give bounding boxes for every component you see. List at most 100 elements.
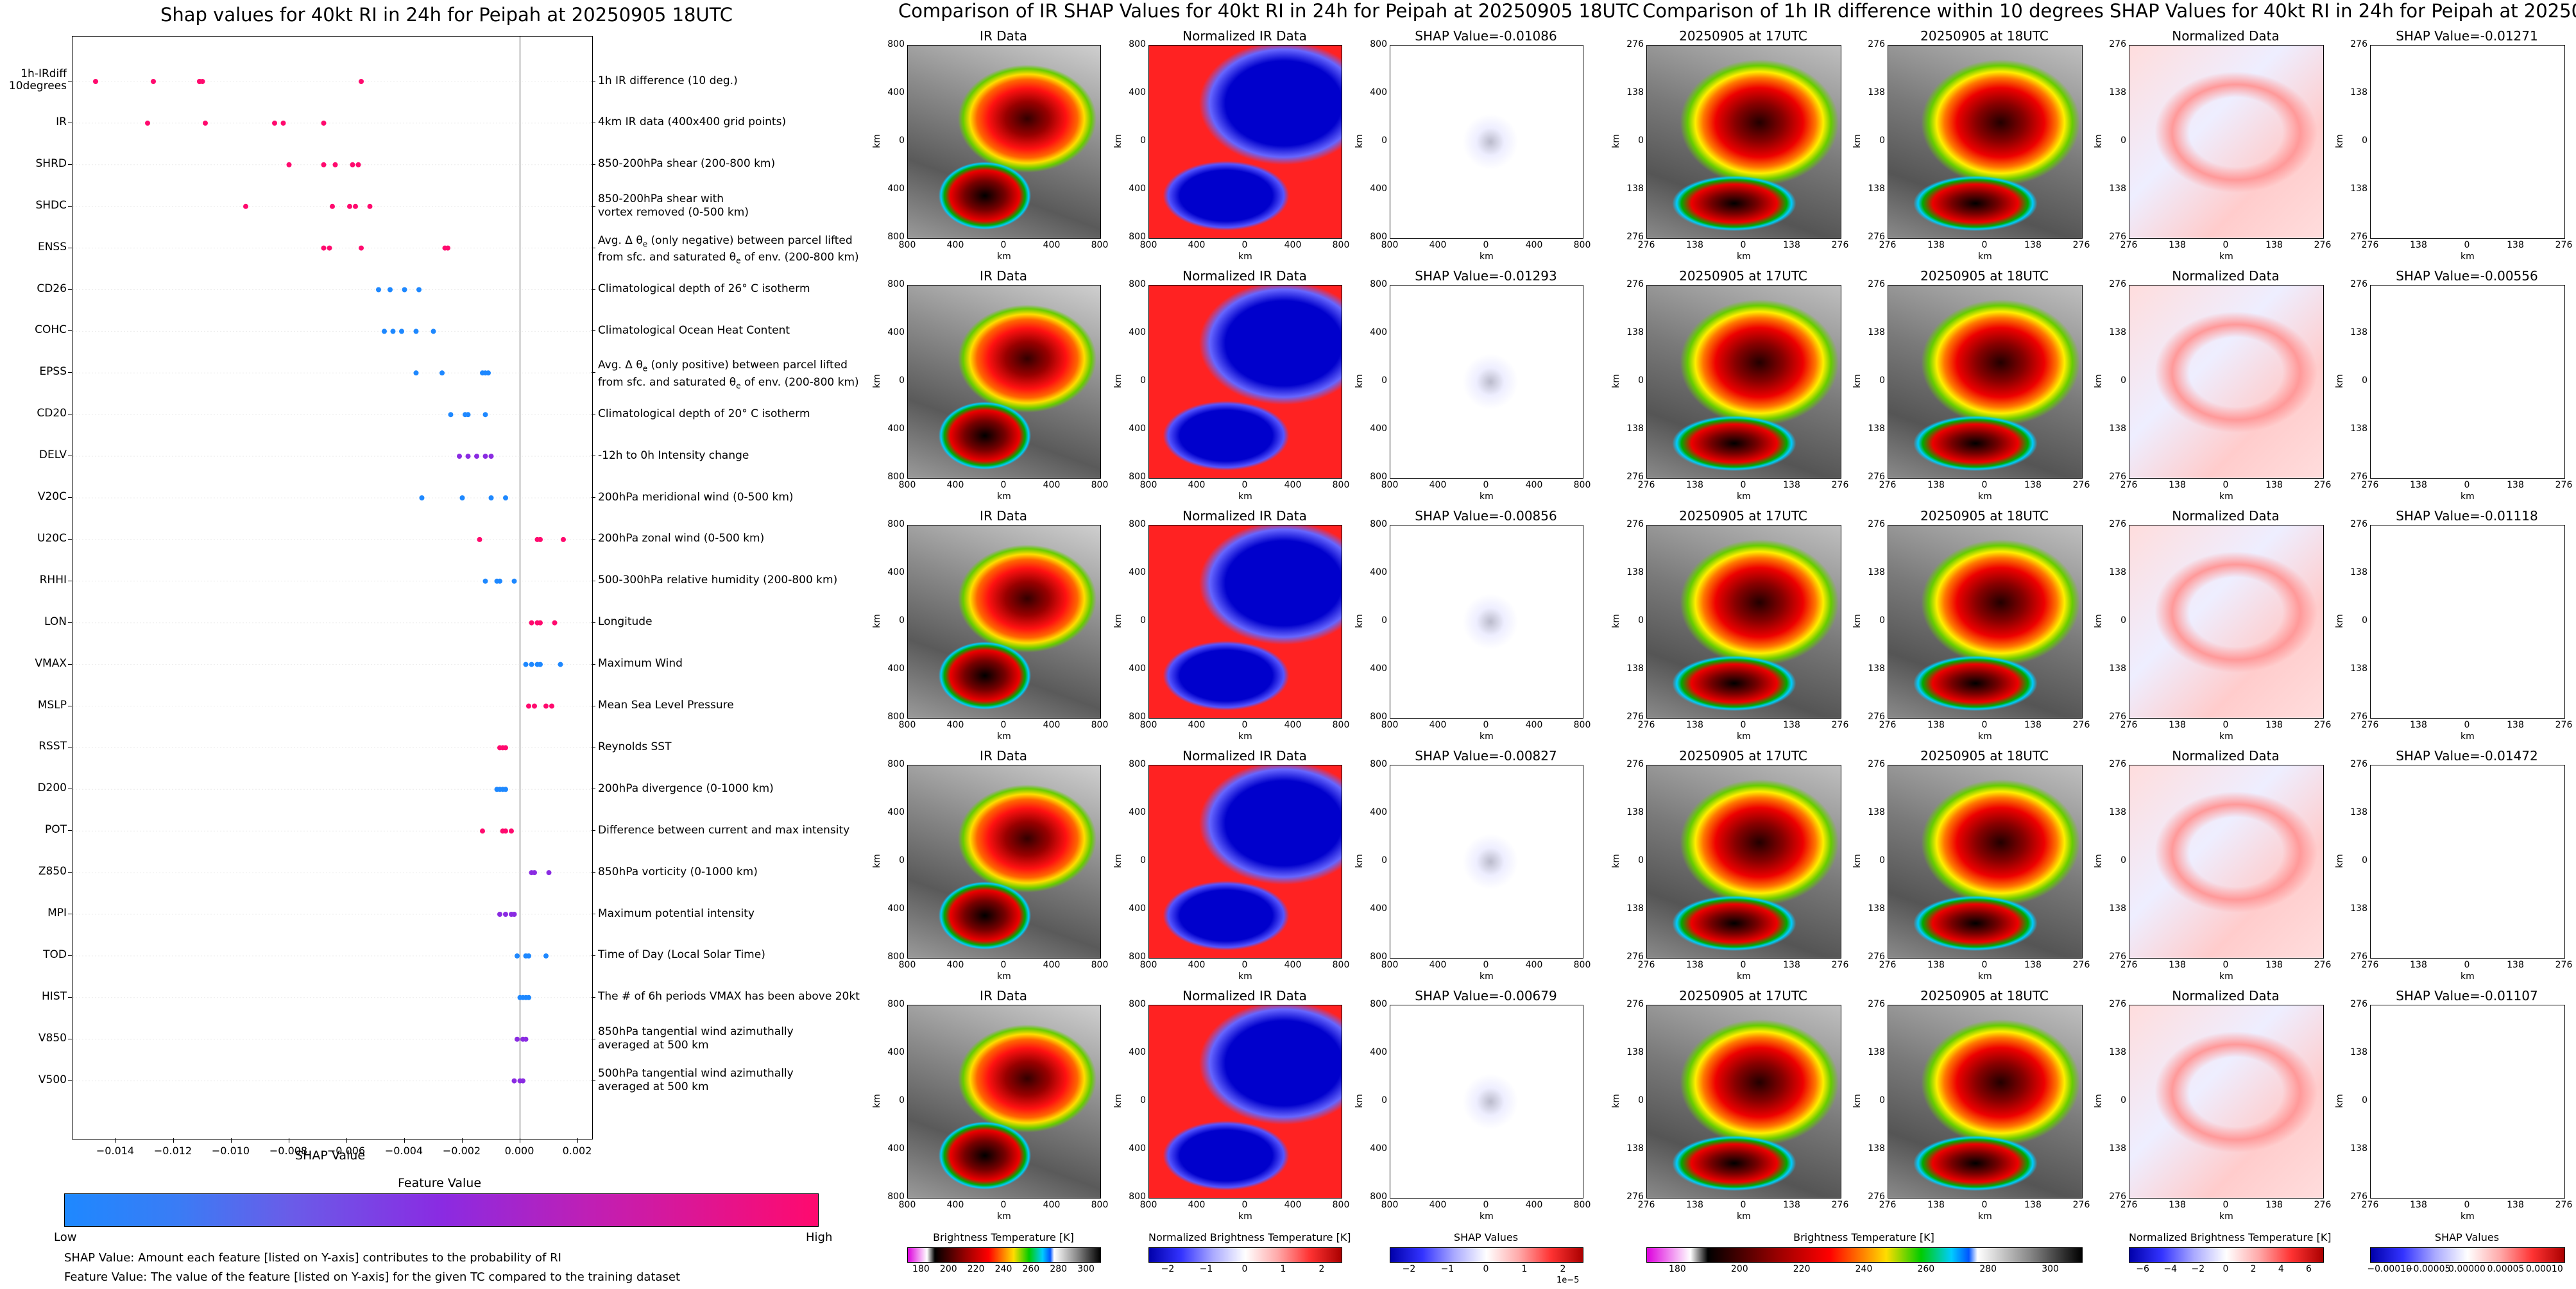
shap-point-v850	[523, 1036, 529, 1042]
feature-label: RSST	[38, 740, 67, 753]
panel-x-tick: 0	[1000, 960, 1007, 970]
colorbar-label: Normalized Brightness Temperature [K]	[2129, 1231, 2332, 1243]
shap-point-vmax	[529, 662, 534, 667]
panel-y-tick: 276	[2109, 952, 2126, 962]
panel-x-tick: 138	[2024, 720, 2042, 730]
panel-y-label: km	[2093, 134, 2104, 148]
shap-point-delv	[465, 454, 471, 459]
shap-point-1h-irdiff	[151, 79, 156, 84]
panel-y-tick: 138	[2109, 903, 2126, 914]
panel-y-tick: 400	[887, 423, 905, 434]
panel-y-tick: 0	[2362, 855, 2367, 866]
panel-y-tick: 0	[1140, 135, 1146, 146]
colorbar-shap1	[1390, 1247, 1583, 1263]
panel-y-tick: 800	[1129, 279, 1146, 289]
panel-y-tick: 800	[887, 712, 905, 722]
panel-x-tick: 276	[2361, 480, 2379, 490]
shap-point-epss	[486, 370, 491, 376]
panel-y-tick: 800	[1129, 232, 1146, 242]
panel-y-tick: 138	[1868, 807, 1885, 817]
row-tick	[592, 996, 595, 998]
panel-x-tick: 400	[1429, 960, 1447, 970]
panel-title: SHAP Value=-0.01271	[2396, 28, 2538, 44]
panel-x-tick: 276	[1831, 240, 1849, 250]
panel-y-label: km	[1113, 374, 1123, 388]
panel-y-tick: 0	[2120, 135, 2126, 146]
shap-point-tod	[526, 953, 531, 959]
shap-point-shdc	[347, 203, 352, 209]
colorbar-tick: −2	[1402, 1264, 1416, 1274]
panel-y-tick: 800	[1129, 759, 1146, 769]
panel-y-tick: 800	[1129, 999, 1146, 1009]
panel-title: SHAP Value=-0.00827	[1415, 748, 1557, 764]
panel-x-label: km	[2219, 252, 2233, 262]
panel-x-tick: 276	[1637, 720, 1655, 730]
panel-title: 20250905 at 17UTC	[1679, 28, 1807, 44]
panel-y-tick: 400	[1129, 903, 1146, 914]
shap-point-cd26	[402, 287, 407, 293]
panel-title: 20250905 at 17UTC	[1679, 508, 1807, 524]
panel-x-tick: 276	[2361, 720, 2379, 730]
panel-x-tick: 400	[1284, 480, 1302, 490]
x-tick-label: 0.000	[504, 1145, 534, 1157]
row-tick	[68, 830, 72, 832]
panel-x-tick: 138	[2410, 1200, 2427, 1210]
panel-y-tick: 138	[1626, 1143, 1644, 1154]
panel-y-tick: 276	[2109, 712, 2126, 722]
panel-y-tick: 138	[1626, 423, 1644, 434]
panel-x-tick: 138	[1686, 1200, 1703, 1210]
panel-x-tick: 0	[1241, 240, 1248, 250]
colorbar-tick: −6	[2136, 1264, 2149, 1274]
panel-x-tick: 0	[1981, 240, 1988, 250]
feature-label: CD26	[37, 282, 67, 295]
panel-x-label: km	[1480, 731, 1494, 742]
panel-x-tick: 276	[1879, 960, 1897, 970]
panel-x-tick: 276	[2555, 480, 2573, 490]
panel-title: Normalized IR Data	[1182, 28, 1307, 44]
panel-x-label: km	[1978, 491, 1992, 502]
shap-point-delv	[474, 454, 479, 459]
shap-point-pot	[509, 828, 514, 834]
panel-y-tick: 0	[1381, 1095, 1387, 1105]
panel-x-label: km	[1737, 252, 1751, 262]
panel-x-tick: 800	[1091, 1200, 1109, 1210]
feature-description: 850hPa vorticity (0-1000 km)	[598, 865, 758, 878]
panel-y-label: km	[1354, 854, 1365, 868]
panel-x-label: km	[1978, 252, 1992, 262]
shap-point-d200	[503, 787, 508, 792]
panel-x-tick: 138	[2507, 720, 2524, 730]
image-panel-shapmid	[1390, 1005, 1583, 1199]
image-panel-ndiff	[2129, 285, 2324, 479]
image-panel-shapright	[2370, 765, 2565, 959]
image-panel-bt18	[1888, 285, 2083, 479]
panel-y-tick: 276	[1868, 759, 1885, 769]
shap-point-u20c	[561, 536, 566, 542]
panel-y-tick: 400	[887, 184, 905, 194]
colorbar-tick: 0.00005	[2487, 1264, 2525, 1274]
shap-note: SHAP Value: Amount each feature [listed …	[64, 1251, 561, 1265]
image-panel-shapright	[2370, 45, 2565, 239]
panel-x-tick: 800	[1381, 960, 1399, 970]
row-tick	[68, 205, 72, 207]
panel-x-tick: 800	[898, 960, 916, 970]
row-tick	[68, 663, 72, 665]
colorbar-tick: 6	[2305, 1264, 2312, 1274]
shap-x-axis-label: SHAP Value	[295, 1148, 366, 1163]
panel-y-tick: 138	[2109, 327, 2126, 337]
feature-description: 4km IR data (400x400 grid points)	[598, 115, 787, 129]
panel-y-tick: 276	[2350, 519, 2367, 529]
panel-y-tick: 138	[1626, 567, 1644, 577]
panel-y-tick: 0	[899, 615, 905, 626]
colorbar-shap2	[2370, 1247, 2565, 1263]
panel-y-tick: 276	[1626, 232, 1644, 242]
panel-x-label: km	[2219, 1211, 2233, 1222]
colorbar-nbt2	[2129, 1247, 2324, 1263]
x-tick-label: 0.002	[562, 1145, 592, 1157]
panel-y-tick: 138	[1868, 663, 1885, 674]
panel-x-tick: 800	[1091, 960, 1109, 970]
panel-x-tick: 400	[1284, 240, 1302, 250]
panel-y-tick: 276	[2109, 519, 2126, 529]
panel-y-label: km	[2334, 1094, 2345, 1108]
colorbar-bt2	[1646, 1247, 2083, 1263]
x-tick-mark	[346, 1138, 347, 1143]
